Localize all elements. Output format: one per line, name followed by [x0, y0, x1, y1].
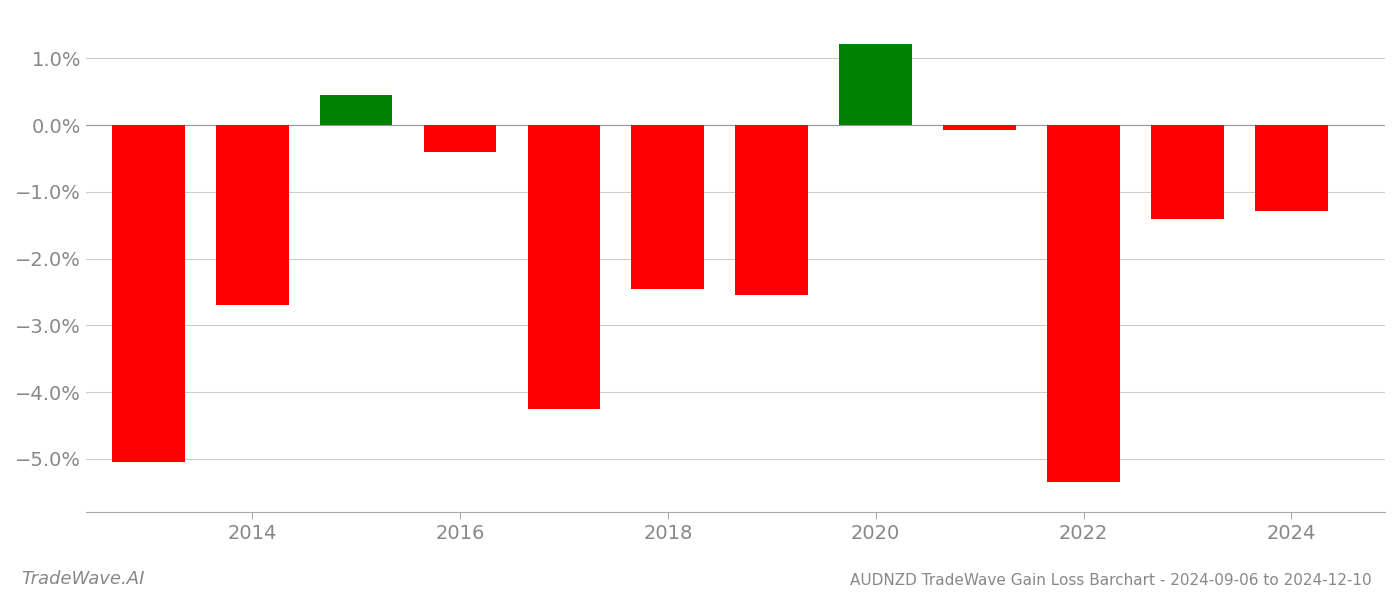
- Bar: [424, 125, 497, 152]
- Bar: [112, 125, 185, 462]
- Bar: [1047, 125, 1120, 482]
- Bar: [319, 95, 392, 125]
- Bar: [216, 125, 288, 305]
- Bar: [528, 125, 601, 409]
- Text: AUDNZD TradeWave Gain Loss Barchart - 2024-09-06 to 2024-12-10: AUDNZD TradeWave Gain Loss Barchart - 20…: [850, 573, 1372, 588]
- Bar: [944, 125, 1016, 130]
- Text: TradeWave.AI: TradeWave.AI: [21, 570, 144, 588]
- Bar: [840, 44, 913, 125]
- Bar: [631, 125, 704, 289]
- Bar: [1254, 125, 1327, 211]
- Bar: [1151, 125, 1224, 218]
- Bar: [735, 125, 808, 295]
